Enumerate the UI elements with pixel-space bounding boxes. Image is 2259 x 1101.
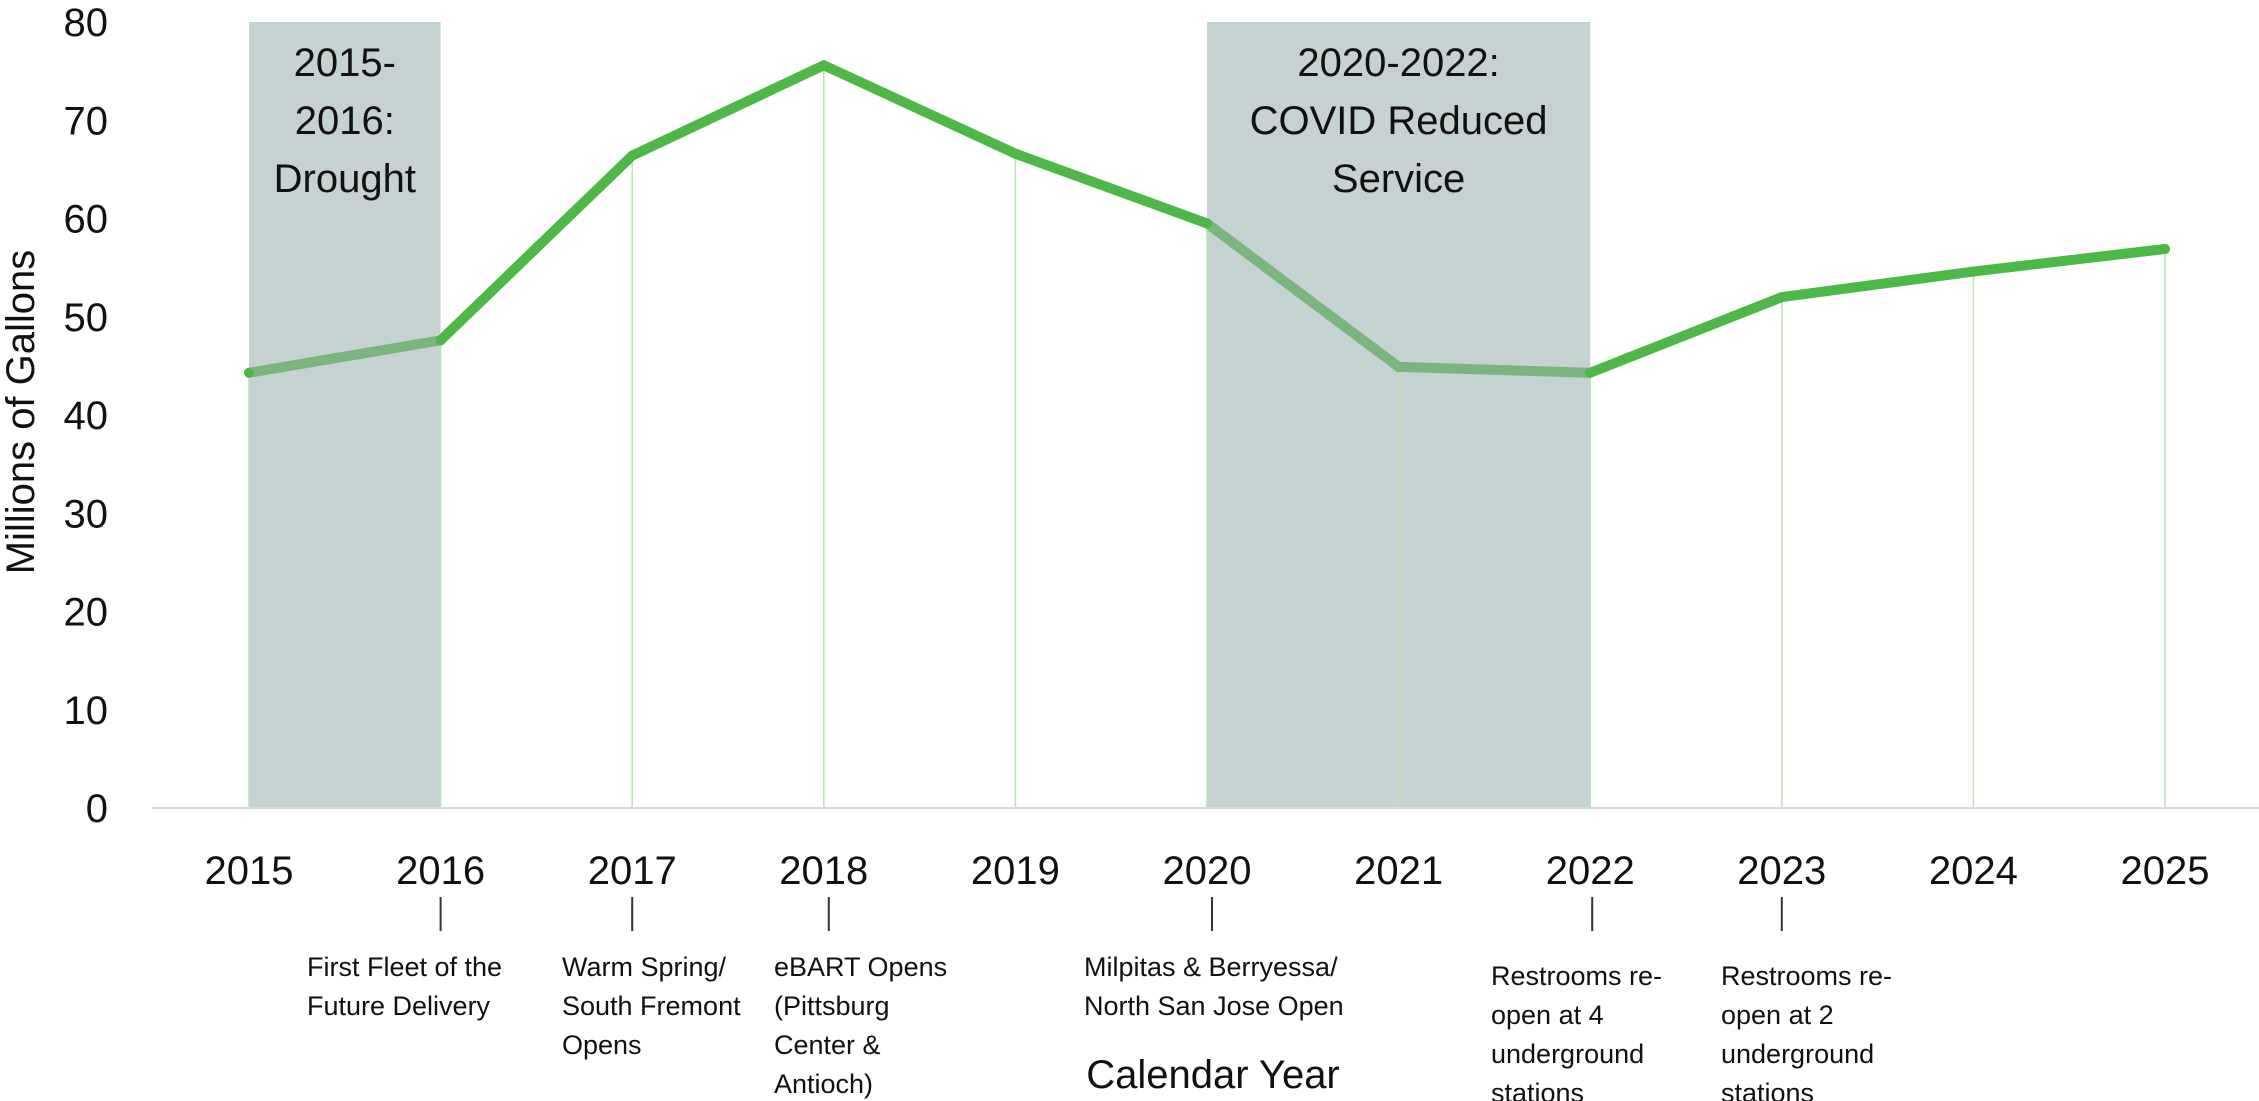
annotation-text-2022-2: underground [1491, 1039, 1644, 1069]
data-point-2016 [435, 335, 446, 346]
x-axis-title: Calendar Year [1086, 1053, 1340, 1097]
annotation-text-2018-3: Antioch) [774, 1069, 873, 1099]
series-line [244, 60, 2170, 378]
x-tick-label-2023: 2023 [1737, 849, 1826, 893]
line-segment-2017-2018 [627, 60, 829, 161]
x-tick-label-2020: 2020 [1163, 849, 1252, 893]
line-segment-2022-2023 [1585, 292, 1787, 378]
y-tick-label-50: 50 [64, 296, 109, 340]
x-tick-label-2021: 2021 [1354, 849, 1443, 893]
annotation-text-2020-0: Milpitas & Berryessa/ [1084, 952, 1338, 982]
shaded-period-label-1-0: 2020-2022: [1297, 41, 1499, 85]
y-tick-label-40: 40 [64, 394, 109, 438]
line-segment-2023-2024 [1776, 266, 1979, 303]
data-point-2017 [627, 150, 638, 161]
annotation-text-2018-0: eBART Opens [774, 952, 947, 982]
data-point-2019 [1010, 148, 1021, 159]
shaded-period-0 [249, 22, 441, 808]
annotation-text-2022-1: open at 4 [1491, 1000, 1604, 1030]
line-segment-2021-2022 [1393, 361, 1596, 378]
annotation-text-2017-0: Warm Spring/ [562, 952, 727, 982]
y-tick-label-80: 80 [64, 1, 109, 45]
annotation-text-2016-1: Future Delivery [307, 991, 491, 1021]
shaded-period-label-1-1: COVID Reduced [1250, 99, 1548, 143]
line-segment-2020-2021 [1202, 218, 1404, 372]
annotation-text-2018-2: Center & [774, 1030, 881, 1060]
x-tick-label-2015: 2015 [205, 849, 294, 893]
shaded-period-label-0-1: 2016: [295, 99, 395, 143]
annotation-text-2018-1: (Pittsburg [774, 991, 890, 1021]
annotation-text-2023-2: underground [1721, 1039, 1874, 1069]
line-segment-2016-2017 [435, 150, 638, 346]
line-segment-2015-2016 [244, 335, 446, 378]
shaded-period-label-0-0: 2015- [294, 41, 396, 85]
x-tick-label-2025: 2025 [2121, 849, 2210, 893]
annotation-text-2023-0: Restrooms re- [1721, 961, 1892, 991]
data-point-2020 [1202, 218, 1212, 229]
data-point-2025 [2160, 243, 2170, 254]
line-segment-2019-2020 [1010, 148, 1212, 229]
x-tick-label-2016: 2016 [396, 849, 485, 893]
y-tick-label-60: 60 [64, 198, 109, 242]
shaded-period-labels: 2015- 2016: Drought 2020-2022: COVID Reduced… [274, 41, 1548, 201]
y-axis-title: Millions of Gallons [0, 250, 43, 575]
x-tick-label-2024: 2024 [1929, 849, 2018, 893]
annotation-text-2023-1: open at 2 [1721, 1000, 1834, 1030]
x-tick-label-2019: 2019 [971, 849, 1060, 893]
y-tick-label-10: 10 [64, 689, 109, 733]
line-segment-2024-2025 [1968, 243, 2170, 277]
y-tick-label-70: 70 [64, 99, 109, 143]
y-tick-label-20: 20 [64, 591, 109, 635]
data-point-2022 [1585, 367, 1596, 378]
annotation-text-2022-0: Restrooms re- [1491, 961, 1662, 991]
annotation-text-2016-0: First Fleet of the [307, 952, 502, 982]
annotation-text-2017-2: Opens [562, 1030, 642, 1060]
data-point-2023 [1776, 292, 1787, 303]
x-tick-label-2018: 2018 [779, 849, 868, 893]
data-point-2024 [1968, 266, 1979, 277]
x-axis-ticks: 2015 2016 2017 2018 2019 2020 2021 2022 2023 2024… [205, 849, 2210, 893]
line-segment-2018-2019 [818, 60, 1021, 159]
event-annotations: First Fleet of the Future Delivery Warm Sp… [307, 897, 1892, 1101]
y-axis-ticks: 0 10 20 30 40 50 60 70 80 [64, 1, 109, 831]
x-tick-label-2022: 2022 [1546, 849, 1635, 893]
y-tick-label-30: 30 [64, 492, 109, 536]
data-points [244, 60, 2170, 378]
shaded-period-label-0-2: Drought [274, 157, 416, 201]
annotation-text-2017-1: South Fremont [562, 991, 741, 1021]
data-point-2021 [1393, 361, 1404, 372]
annotation-text-2020-1: North San Jose Open [1084, 991, 1344, 1021]
data-point-2018 [818, 60, 829, 71]
x-tick-label-2017: 2017 [588, 849, 677, 893]
annotation-text-2022-3: stations [1491, 1078, 1584, 1101]
y-tick-label-0: 0 [86, 787, 108, 831]
data-point-2015 [244, 367, 254, 378]
vertical-gridlines [248, 65, 2166, 808]
annotation-text-2023-3: stations [1721, 1078, 1814, 1101]
shaded-period-label-1-2: Service [1332, 157, 1465, 201]
